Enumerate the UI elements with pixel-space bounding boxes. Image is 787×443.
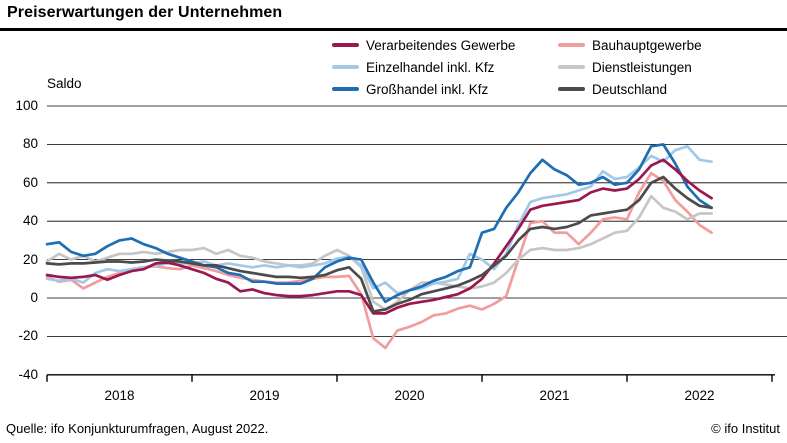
legend-swatch-einzelhandel-icon [332,65,359,69]
y-tick-label: -40 [18,366,38,382]
source-note: Quelle: ifo Konjunkturumfragen, August 2… [6,421,269,436]
y-tick-label: 60 [22,174,38,190]
x-tick-label: 2020 [394,388,425,403]
series-line-1 [45,171,713,350]
legend-swatch-bauhauptgewerbe-icon [558,43,585,47]
y-tick-label: 20 [22,251,38,267]
title-divider [0,28,787,31]
legend-label: Großhandel inkl. Kfz [366,81,489,97]
legend-item-grosshandel: Großhandel inkl. Kfz [332,78,558,100]
legend-label: Einzelhandel inkl. Kfz [366,59,495,75]
series-line-4 [45,143,713,304]
series-line-3 [45,194,713,311]
legend-swatch-deutschland-icon [558,87,585,91]
legend-item-bauhauptgewerbe: Bauhauptgewerbe [558,34,702,56]
legend-swatch-grosshandel-icon [332,87,359,91]
chart-legend: Verarbeitendes Gewerbe Bauhauptgewerbe E… [332,34,702,100]
legend-swatch-verarbeitendes-gewerbe-icon [332,43,359,47]
legend-label: Dienstleistungen [592,59,692,75]
series-line-5 [45,175,713,313]
y-tick-label: -20 [18,328,38,344]
legend-item-einzelhandel: Einzelhandel inkl. Kfz [332,56,558,78]
legend-label: Verarbeitendes Gewerbe [366,37,516,53]
x-tick-label: 2022 [684,388,715,403]
legend-label: Deutschland [592,81,668,97]
page-title: Preiserwartungen der Unternehmen [7,4,283,21]
copyright-note: © ifo Institut [711,421,780,436]
legend-item-verarbeitendes-gewerbe: Verarbeitendes Gewerbe [332,34,558,56]
y-tick-label: 40 [22,213,38,229]
y-tick-label: 100 [15,98,38,113]
legend-item-deutschland: Deutschland [558,78,702,100]
x-tick-label: 2021 [539,388,570,403]
y-tick-label: 0 [30,290,38,305]
x-tick-label: 2019 [249,388,280,403]
legend-item-dienstleistungen: Dienstleistungen [558,56,702,78]
legend-label: Bauhauptgewerbe [592,37,702,53]
y-tick-label: 80 [22,136,38,152]
series-line-2 [45,144,713,295]
y-axis-unit-label: Saldo [47,76,82,91]
legend-swatch-dienstleistungen-icon [558,65,585,69]
series-line-0 [45,158,713,315]
x-tick-label: 2018 [104,388,135,403]
